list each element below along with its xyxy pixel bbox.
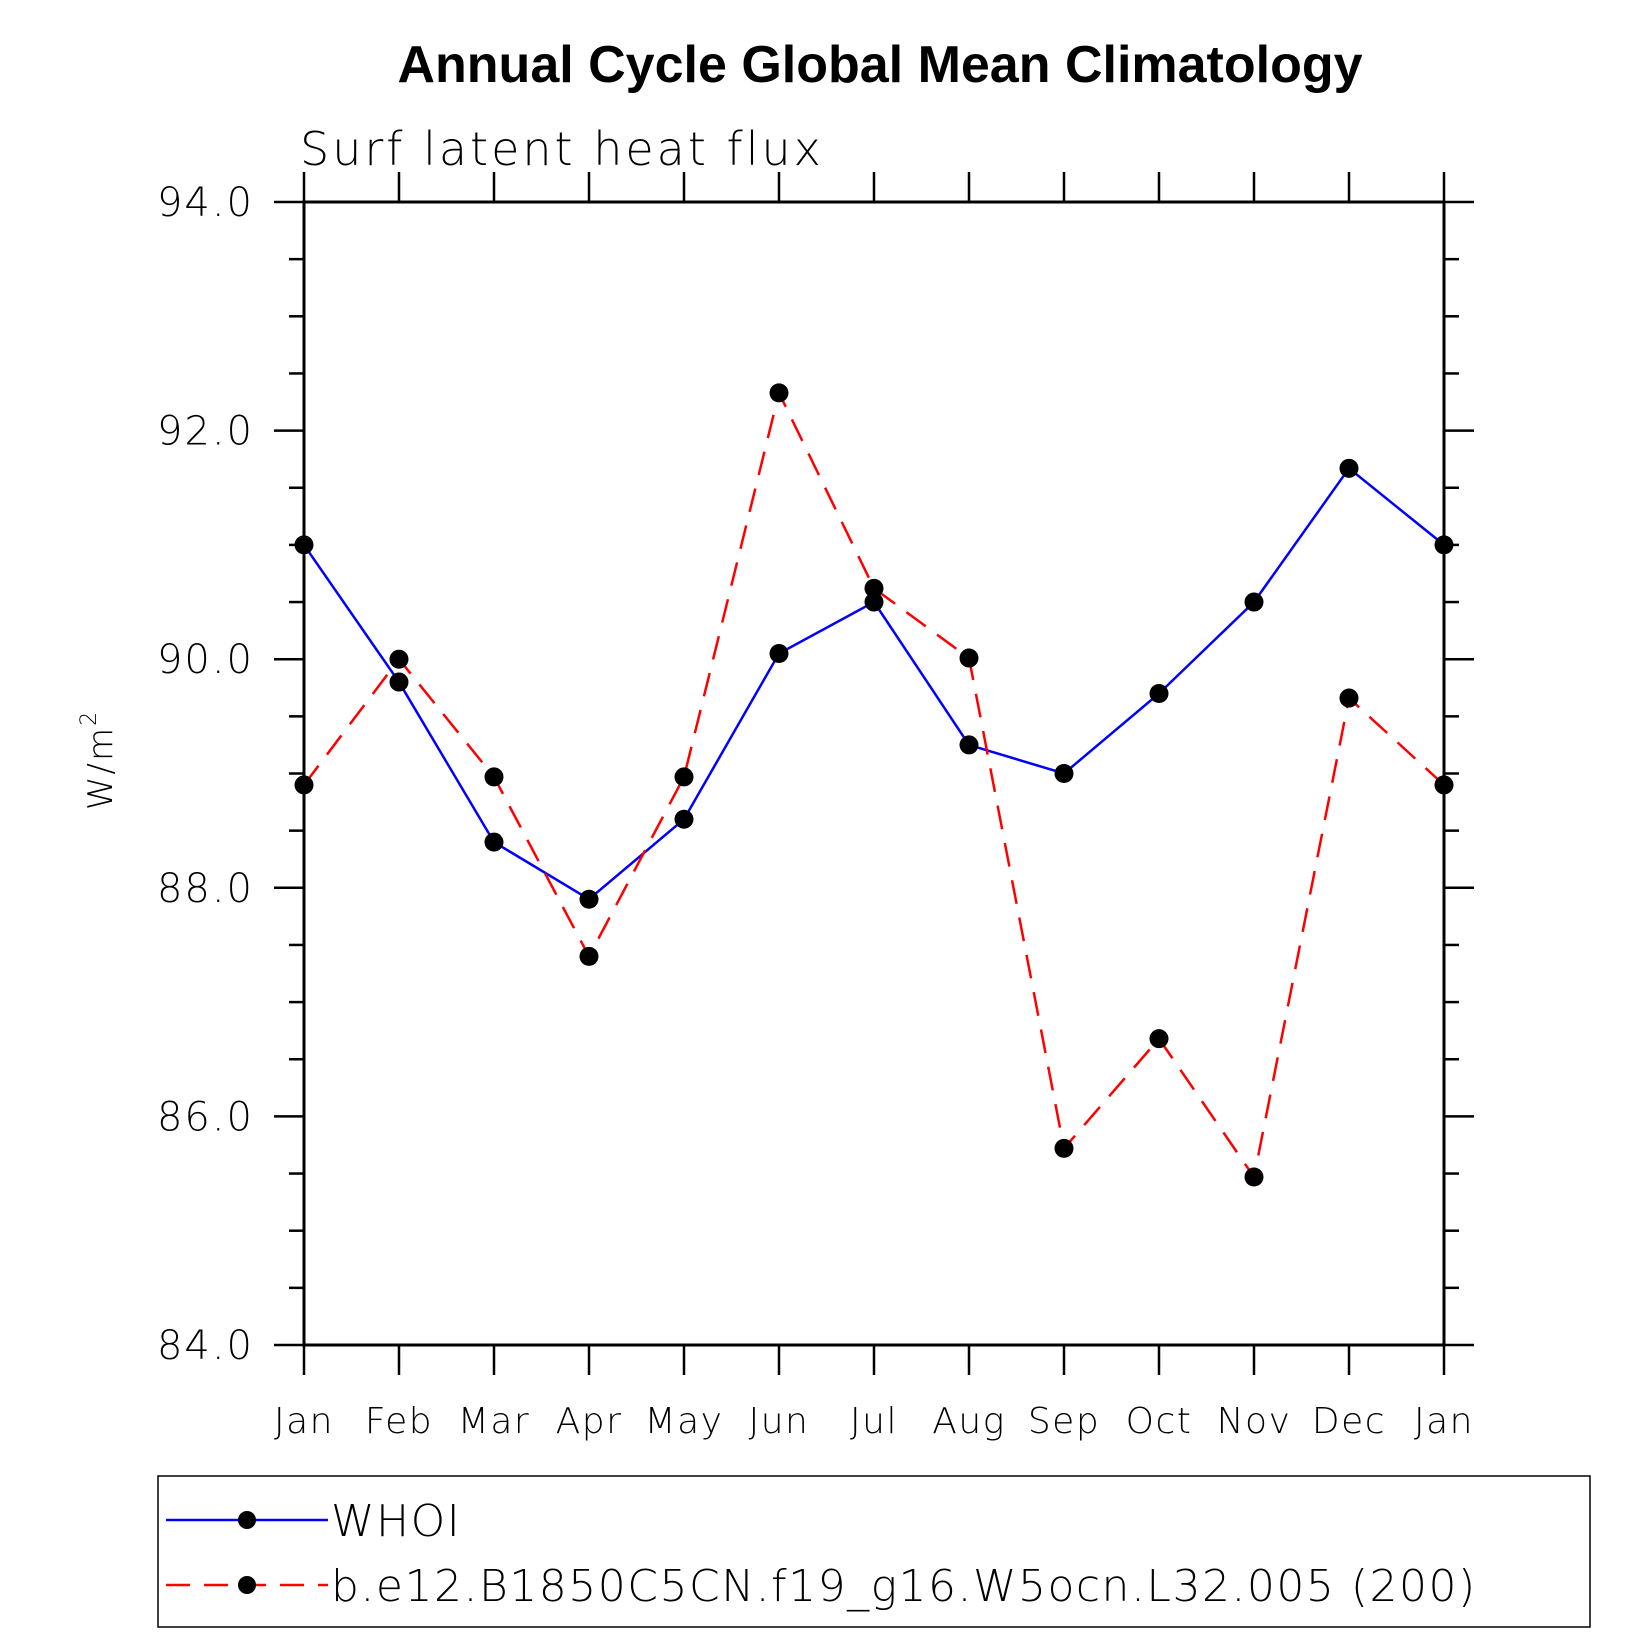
x-tick-label: Jul xyxy=(850,1401,898,1442)
data-point-whoi xyxy=(1434,535,1454,555)
x-tick-label: Oct xyxy=(1126,1401,1193,1442)
data-point-model xyxy=(484,767,504,787)
data-point-whoi xyxy=(484,832,504,852)
data-point-model xyxy=(769,383,789,403)
plot-frame xyxy=(302,200,1446,1347)
legend-label-model: b.e12.B1850C5CN.f19_g16.W5ocn.L32.005 (2… xyxy=(331,1561,1477,1612)
chart-title: Annual Cycle Global Mean Climatology xyxy=(397,36,1362,94)
data-point-whoi xyxy=(769,643,789,663)
x-tick-label: Jan xyxy=(1414,1401,1474,1442)
data-point-model xyxy=(864,578,884,598)
x-tick-label: Jun xyxy=(749,1401,810,1442)
x-tick-label: Sep xyxy=(1028,1401,1100,1442)
x-tick-label: Aug xyxy=(932,1401,1006,1442)
series-line-whoi xyxy=(302,466,1445,901)
data-point-model xyxy=(294,775,314,795)
data-point-model xyxy=(1434,775,1454,795)
data-point-model xyxy=(389,649,409,669)
data-point-model xyxy=(1244,1167,1264,1187)
data-point-whoi xyxy=(1149,683,1169,703)
data-point-model xyxy=(1054,1138,1074,1158)
x-tick-label: Nov xyxy=(1217,1401,1292,1442)
x-tick-label: Mar xyxy=(458,1401,530,1442)
x-tick-label: Feb xyxy=(365,1401,433,1442)
data-point-model xyxy=(579,946,599,966)
legend-box xyxy=(157,1475,1591,1628)
y-axis-label-text: W/m xyxy=(81,726,121,810)
data-point-whoi xyxy=(1054,764,1074,783)
svg-text:W/m2: W/m2 xyxy=(77,710,121,810)
y-axis-label-superscript: 2 xyxy=(77,710,102,726)
data-point-model xyxy=(1149,1029,1169,1049)
y-tick-label: 90.0 xyxy=(157,637,254,683)
data-point-whoi xyxy=(389,672,409,692)
data-point-model xyxy=(674,767,694,787)
x-tick-labels: Jan Feb Mar Apr May Jun Jul Aug Sep Oct Nov Dec Jan xyxy=(274,1401,1474,1442)
legend-label-whoi: WHOI xyxy=(331,1496,461,1547)
data-point-model xyxy=(959,648,979,668)
y-axis-label: W/m2 xyxy=(77,710,121,810)
x-tick-label: May xyxy=(645,1401,724,1442)
data-point-whoi xyxy=(1339,458,1359,478)
data-point-whoi xyxy=(579,889,599,909)
y-tick-labels: 84.0 86.0 88.0 90.0 92.0 94.0 xyxy=(157,180,254,1369)
axis-ticks xyxy=(274,172,1474,1375)
series-line-model xyxy=(303,389,1445,1181)
data-point-whoi xyxy=(294,535,314,555)
legend: WHOI b.e12.B1850C5CN.f19_g16.W5ocn.L32.0… xyxy=(157,1475,1591,1628)
x-tick-label: Apr xyxy=(556,1401,623,1442)
chart-subtitle: Surf latent heat flux xyxy=(300,122,824,176)
y-tick-label: 88.0 xyxy=(157,866,254,912)
x-tick-label: Dec xyxy=(1312,1401,1386,1442)
y-tick-label: 94.0 xyxy=(157,180,254,226)
y-tick-label: 86.0 xyxy=(157,1094,254,1140)
series-layer xyxy=(294,383,1454,1187)
x-tick-label: Jan xyxy=(274,1401,334,1442)
data-point-model xyxy=(1339,688,1359,708)
data-point-whoi xyxy=(674,809,694,829)
legend-marker-model xyxy=(238,1576,256,1594)
y-tick-label: 92.0 xyxy=(157,409,254,455)
data-point-whoi xyxy=(959,735,979,755)
data-point-whoi xyxy=(864,592,884,612)
legend-marker-whoi xyxy=(238,1511,256,1529)
y-tick-label: 84.0 xyxy=(157,1323,254,1369)
data-point-whoi xyxy=(1244,592,1264,612)
